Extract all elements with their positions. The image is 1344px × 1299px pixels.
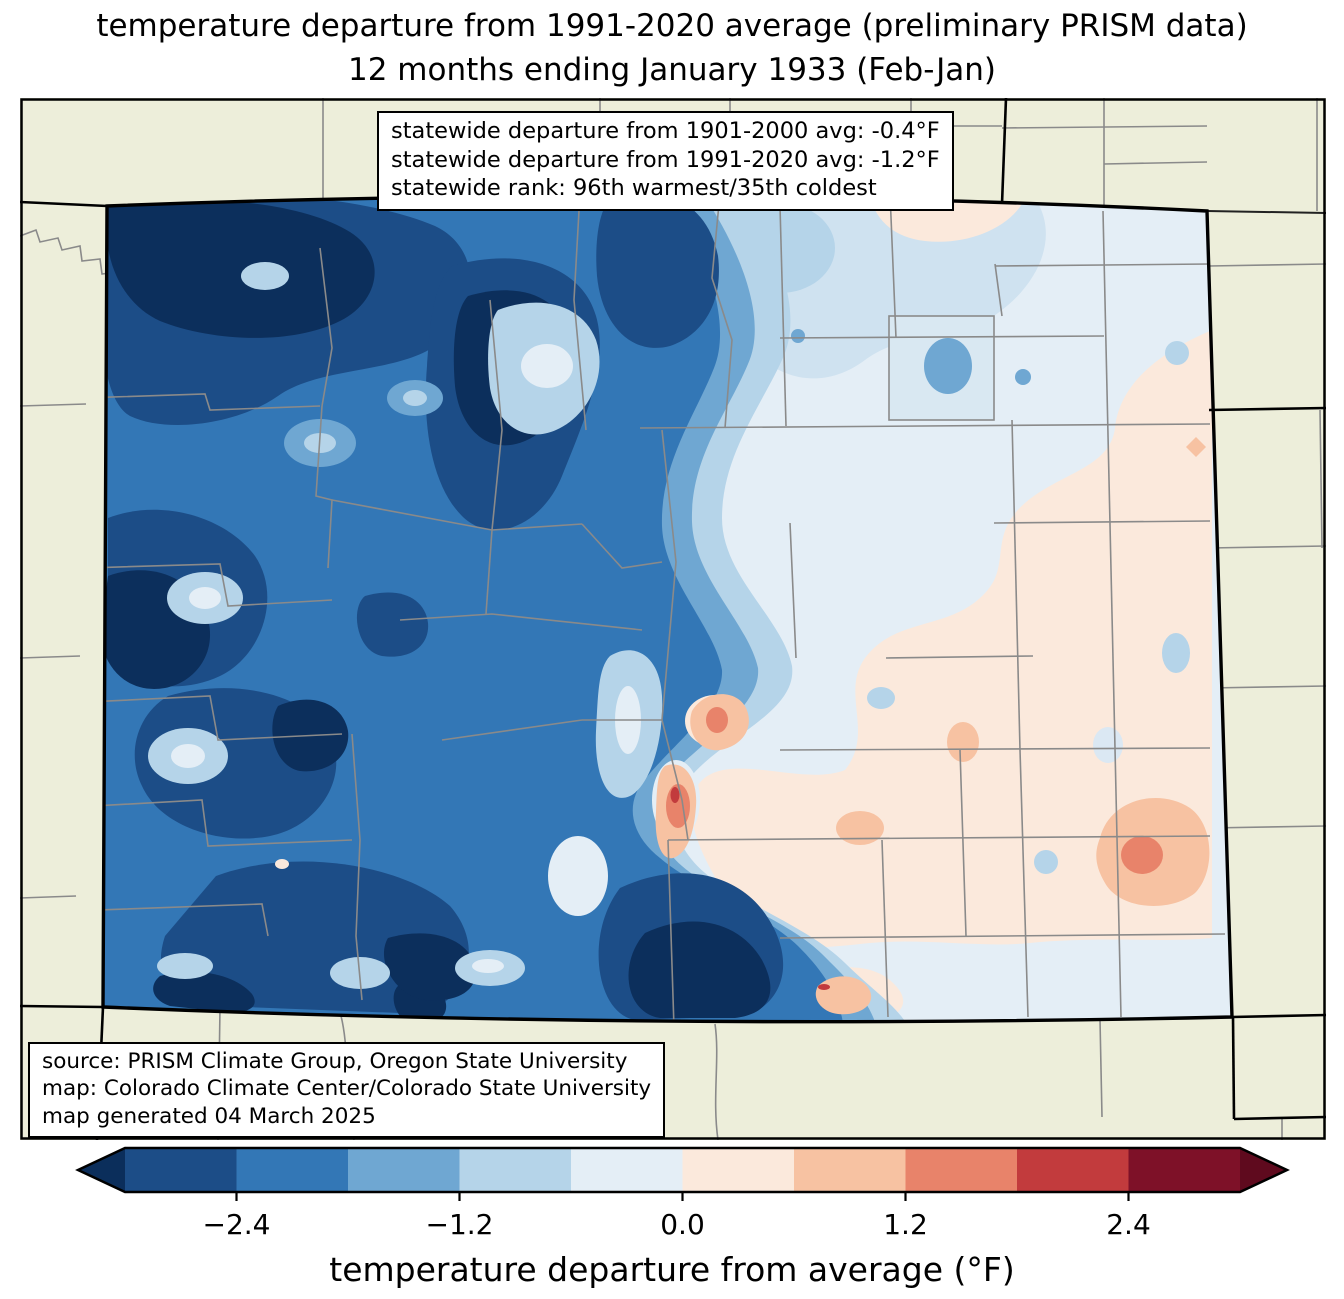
colorbar-segment xyxy=(682,1148,795,1192)
map-credit-line: map: Colorado Climate Center/Colorado St… xyxy=(42,1076,652,1102)
colorbar-segment xyxy=(1017,1148,1129,1192)
colorbar-panel: −2.4 −1.2 0.0 1.2 2.4 temperature depart… xyxy=(0,1140,1344,1299)
colorbar-segment xyxy=(794,1148,906,1192)
colorbar-segment xyxy=(459,1148,572,1192)
colorbar-segments xyxy=(125,1148,1240,1192)
colorbar-svg: −2.4 −1.2 0.0 1.2 2.4 temperature depart… xyxy=(75,1146,1290,1289)
colorbar-left-arrow xyxy=(78,1148,125,1192)
stats-line-1901-2000: statewide departure from 1901-2000 avg: … xyxy=(391,118,940,144)
tick-label: 2.4 xyxy=(1106,1208,1151,1241)
colorbar-segment xyxy=(348,1148,460,1192)
stats-line-1991-2020: statewide departure from 1991-2020 avg: … xyxy=(391,146,940,173)
tick-label: 0.0 xyxy=(660,1208,705,1241)
colorbar-outline xyxy=(75,1146,1290,1194)
colorbar-tick-labels: −2.4 −1.2 0.0 1.2 2.4 xyxy=(203,1208,1151,1241)
colorbar-segment xyxy=(125,1148,237,1192)
outside-state-borders xyxy=(20,98,1326,1140)
map-panel xyxy=(20,98,1326,1140)
tick-label: −2.4 xyxy=(203,1208,271,1241)
statewide-stats-box: statewide departure from 1901-2000 avg: … xyxy=(377,111,954,211)
colorbar-segment xyxy=(236,1148,349,1192)
figure-title-line2: 12 months ending January 1933 (Feb-Jan) xyxy=(347,52,996,88)
stats-line-rank: statewide rank: 96th warmest/35th coldes… xyxy=(391,175,877,202)
colorbar-segment xyxy=(571,1148,683,1192)
colorbar-axis-label: temperature departure from average (°F) xyxy=(329,1250,1015,1289)
colorbar-extend-arrows xyxy=(78,1148,1287,1192)
colorbar-tick-marks xyxy=(235,1192,1130,1201)
colorbar-segment xyxy=(905,1148,1018,1192)
source-credit-box: source: PRISM Climate Group, Oregon Stat… xyxy=(28,1042,666,1138)
map-frame xyxy=(20,98,1326,1140)
colorbar-segment xyxy=(1128,1148,1240,1192)
warm-spots xyxy=(275,437,1210,1015)
nebraska-line xyxy=(1206,210,1326,214)
tick-label: −1.2 xyxy=(426,1208,494,1241)
colorbar-right-arrow xyxy=(1240,1148,1287,1192)
generated-date-line: map generated 04 March 2025 xyxy=(42,1103,376,1129)
colorado-map-svg xyxy=(20,98,1326,1140)
light-patches xyxy=(148,262,663,989)
temperature-contour-fills xyxy=(103,196,1232,1022)
tick-label: 1.2 xyxy=(883,1208,928,1241)
source-line: source: PRISM Climate Group, Oregon Stat… xyxy=(42,1049,628,1074)
colorado-county-lines xyxy=(103,196,1226,1022)
figure-title-line1: temperature departure from 1991-2020 ave… xyxy=(96,8,1248,44)
